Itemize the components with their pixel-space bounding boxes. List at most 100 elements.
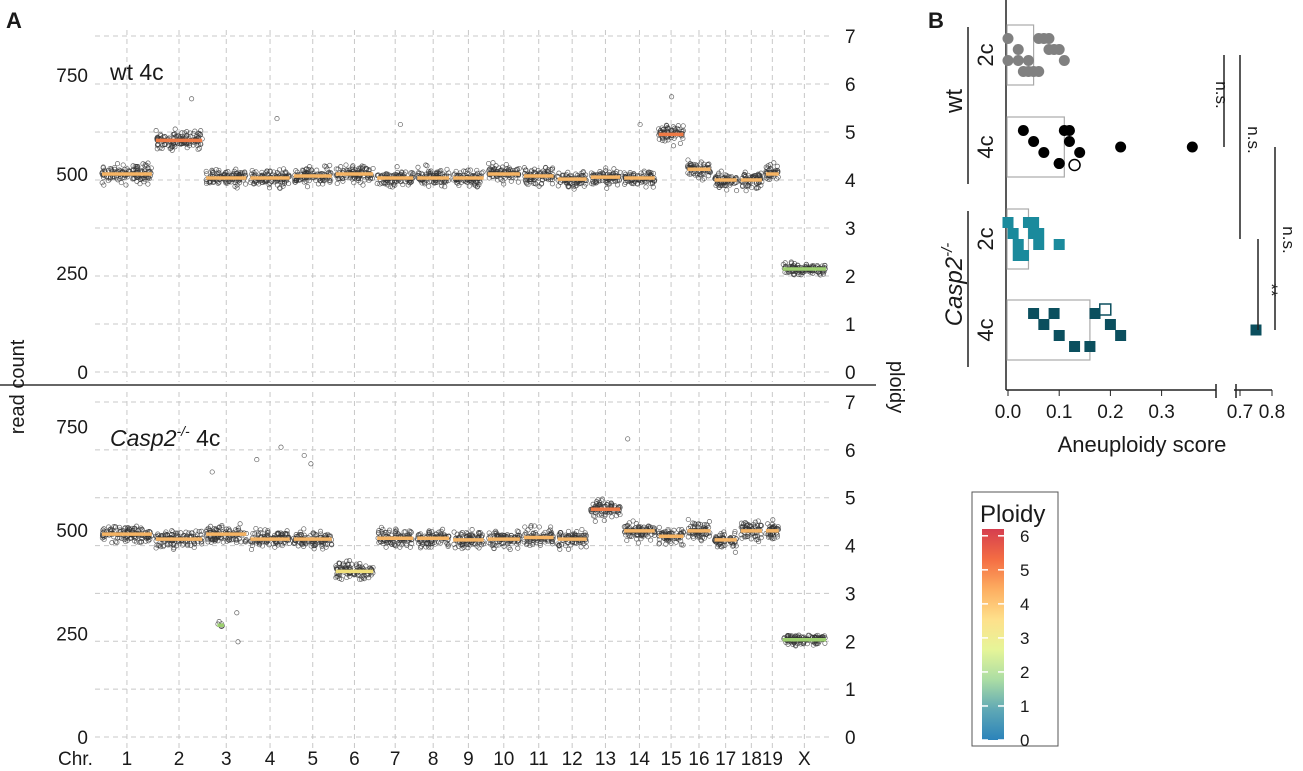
read-count-point <box>610 178 616 184</box>
read-count-point <box>622 181 628 187</box>
read-count-point <box>337 176 343 182</box>
read-count-point <box>671 527 677 533</box>
read-count-point <box>545 167 551 173</box>
read-count-point <box>140 175 146 182</box>
read-count-point <box>675 123 681 129</box>
read-count-point <box>161 142 167 148</box>
read-count-point <box>792 261 798 267</box>
read-count-point <box>474 183 480 189</box>
read-count-point <box>603 179 610 186</box>
read-count-point <box>640 533 646 539</box>
read-count-point <box>805 632 811 638</box>
read-count-point <box>100 165 106 171</box>
read-count-point <box>796 632 802 638</box>
read-count-point <box>625 532 631 538</box>
read-count-point <box>403 169 409 175</box>
read-count-point <box>687 161 693 167</box>
read-count-point <box>713 182 719 189</box>
colorbar-tick-label: 4 <box>1020 595 1029 614</box>
read-count-point <box>528 523 534 529</box>
chromosome-tick-label: 12 <box>562 749 583 770</box>
read-count-point <box>170 541 176 547</box>
read-count-point <box>755 171 761 177</box>
read-count-point <box>767 176 773 182</box>
read-count-point <box>503 161 509 168</box>
ploidy-tick-label: 6 <box>845 75 856 96</box>
read-count-point <box>357 561 363 567</box>
read-count-point <box>238 539 244 545</box>
read-count-point <box>741 534 747 540</box>
read-count-point <box>490 542 496 548</box>
aneuploidy-point <box>1012 55 1024 66</box>
read-count-point <box>444 541 450 547</box>
read-count-point <box>564 181 570 187</box>
aneuploidy-point <box>1074 147 1086 158</box>
read-count-point <box>123 182 129 188</box>
read-count-point <box>345 561 352 568</box>
read-count-point <box>243 181 249 187</box>
aneuploidy-point <box>1033 239 1045 250</box>
chromosome-tick-label: 18 <box>741 749 762 770</box>
read-count-point <box>312 543 318 549</box>
significance-label: n.s. <box>1279 226 1298 253</box>
read-count-point <box>401 529 407 535</box>
read-count-point <box>685 516 691 523</box>
read-count-point <box>453 168 459 174</box>
read-count-point <box>696 175 702 181</box>
read-count-point <box>300 168 306 174</box>
subplot-title-gene: Casp2 <box>110 425 177 451</box>
aneuploidy-point <box>1012 44 1024 55</box>
read-count-point <box>383 529 389 536</box>
read-count-tick-label: 750 <box>56 418 88 439</box>
read-count-point <box>117 527 123 533</box>
read-count-point <box>539 180 545 186</box>
read-count-point <box>100 527 106 533</box>
read-count-point <box>493 530 499 536</box>
read-count-point <box>718 530 724 537</box>
read-count-point <box>722 182 728 188</box>
read-count-point <box>581 183 587 189</box>
read-count-point <box>363 165 369 171</box>
read-count-point <box>463 168 469 174</box>
read-count-point <box>323 164 329 170</box>
read-count-point <box>746 181 752 187</box>
read-count-point <box>531 523 538 529</box>
chromosome-tick-label: 15 <box>661 749 682 770</box>
read-count-tick-label: 0 <box>77 363 88 384</box>
read-count-point <box>693 162 699 168</box>
read-count-point <box>507 546 513 552</box>
read-count-point <box>99 180 105 186</box>
read-count-point <box>732 549 738 555</box>
read-count-point <box>386 529 392 535</box>
read-count-point <box>480 541 487 547</box>
aneuploidy-point <box>1017 125 1029 136</box>
read-count-point <box>145 160 151 166</box>
read-count-point <box>459 546 465 552</box>
genotype-label: Casp2-/- <box>939 243 968 327</box>
read-count-point <box>698 538 704 544</box>
read-count-point <box>625 436 631 442</box>
aneuploidy-point <box>1022 55 1034 66</box>
read-count-point <box>474 180 480 186</box>
aneuploidy-point <box>1089 308 1101 319</box>
read-count-point <box>121 536 127 543</box>
read-count-point <box>549 541 555 547</box>
read-count-point <box>603 165 609 171</box>
read-count-point <box>677 140 683 146</box>
read-count-point <box>591 513 597 519</box>
aneuploidy-point <box>1053 330 1065 341</box>
chromosome-tick-label: 7 <box>390 749 401 770</box>
read-count-point <box>774 163 780 169</box>
read-count-point <box>680 542 686 548</box>
read-count-point <box>579 526 585 533</box>
aneuploidy-point <box>1038 147 1050 158</box>
read-count-point <box>303 167 309 173</box>
read-count-point <box>636 523 642 529</box>
chromosome-tick-label: 13 <box>595 749 616 770</box>
read-count-point <box>342 562 348 568</box>
chromosome-tick-label: 11 <box>529 749 549 770</box>
colorbar-tick-label: 3 <box>1020 629 1029 648</box>
read-count-point <box>486 160 492 167</box>
aneuploidy-point <box>1063 136 1075 147</box>
